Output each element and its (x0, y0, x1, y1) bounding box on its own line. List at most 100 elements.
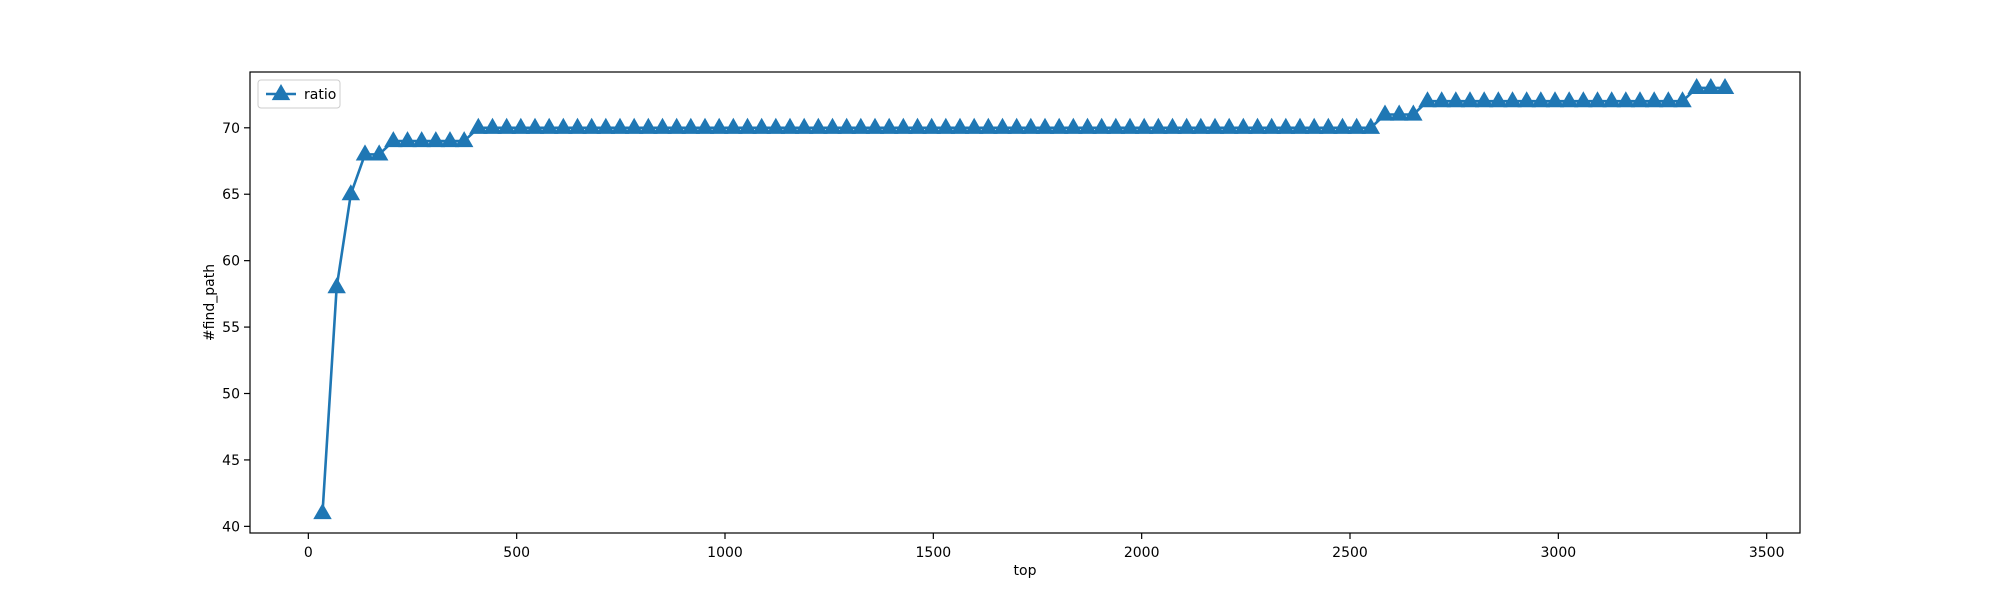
data-point (539, 117, 559, 134)
data-point (1715, 77, 1735, 95)
data-point (695, 117, 715, 134)
plot-area (250, 72, 1800, 533)
y-tick-label: 60 (222, 254, 240, 270)
series-line-0 (321, 86, 1725, 514)
data-point (794, 117, 814, 134)
data-point (879, 117, 899, 134)
data-point (1290, 117, 1310, 134)
data-point (355, 144, 375, 161)
data-point (1333, 117, 1352, 134)
data-point (1630, 91, 1650, 108)
series-marks (313, 77, 1735, 520)
data-point (936, 117, 956, 134)
data-point (1531, 91, 1551, 108)
data-point (1078, 117, 1097, 134)
data-point (1021, 117, 1041, 134)
data-point (681, 117, 701, 134)
data-point (313, 503, 332, 520)
x-tick-label: 500 (503, 545, 530, 561)
data-point (1248, 117, 1267, 134)
data-point (596, 117, 616, 134)
data-point (865, 117, 885, 134)
x-tick-label: 1500 (916, 545, 952, 561)
x-tick-label: 1000 (707, 545, 743, 561)
data-point (1191, 117, 1211, 134)
y-tick-label: 40 (222, 519, 240, 535)
data-point (1262, 117, 1281, 134)
y-tick-label: 70 (222, 121, 240, 137)
data-point (1276, 117, 1296, 134)
x-tick-label: 0 (304, 545, 313, 561)
data-point (624, 117, 644, 134)
data-point (1644, 91, 1664, 108)
data-point (1389, 104, 1409, 121)
data-point (1219, 117, 1239, 134)
data-point (1177, 117, 1196, 134)
data-point (766, 117, 786, 134)
data-point (1375, 104, 1395, 121)
x-tick-label: 2500 (1332, 545, 1368, 561)
data-point (809, 117, 828, 134)
data-point (922, 117, 941, 134)
data-point (1205, 117, 1225, 134)
data-point (1545, 91, 1565, 108)
data-point (1460, 91, 1480, 108)
data-point (780, 117, 800, 134)
data-point (738, 117, 757, 134)
data-point (497, 117, 516, 134)
data-point (894, 117, 913, 134)
data-point (398, 131, 417, 148)
y-tick-label: 65 (222, 187, 240, 203)
legend-marker-swatch (271, 83, 291, 101)
data-point (412, 131, 431, 148)
data-point (979, 117, 998, 134)
legend: ratio (257, 79, 341, 109)
data-point (568, 117, 587, 134)
data-point (1602, 91, 1621, 108)
x-tick-label: 3500 (1749, 545, 1785, 561)
y-tick-label: 50 (222, 387, 240, 403)
y-tick-label: 55 (222, 320, 240, 336)
data-point (525, 117, 545, 134)
data-point (1035, 117, 1055, 134)
data-point (724, 117, 743, 134)
data-point (1163, 117, 1182, 134)
data-point (1659, 91, 1678, 108)
data-point (823, 117, 842, 134)
y-axis-label: #find_path (202, 264, 218, 341)
data-point (993, 117, 1012, 134)
data-point (1616, 91, 1636, 108)
data-point (469, 117, 488, 134)
data-point (1404, 104, 1423, 121)
data-point (1446, 91, 1466, 108)
data-point (1149, 117, 1168, 134)
data-point (1361, 117, 1381, 134)
data-point (1134, 117, 1154, 134)
data-point (1064, 117, 1083, 134)
axes-frame (249, 71, 1801, 534)
data-point (1574, 91, 1593, 108)
data-point (384, 131, 403, 148)
x-tick-label: 3000 (1541, 545, 1577, 561)
data-point (1588, 91, 1607, 108)
data-point (511, 117, 531, 134)
data-point (667, 117, 686, 134)
legend-label: ratio (304, 87, 336, 103)
data-point (1489, 91, 1508, 108)
data-point (1319, 117, 1338, 134)
data-point (752, 117, 771, 134)
data-point (1347, 117, 1366, 134)
data-point (327, 277, 346, 294)
plot-background (250, 72, 1800, 533)
data-point (454, 131, 474, 148)
data-point (908, 117, 927, 134)
data-point (1106, 117, 1126, 134)
data-point (1687, 77, 1706, 95)
x-axis-label: top (1014, 563, 1037, 579)
data-point (483, 117, 502, 134)
data-point (341, 184, 361, 201)
data-point (1007, 117, 1026, 134)
data-point (709, 117, 729, 134)
